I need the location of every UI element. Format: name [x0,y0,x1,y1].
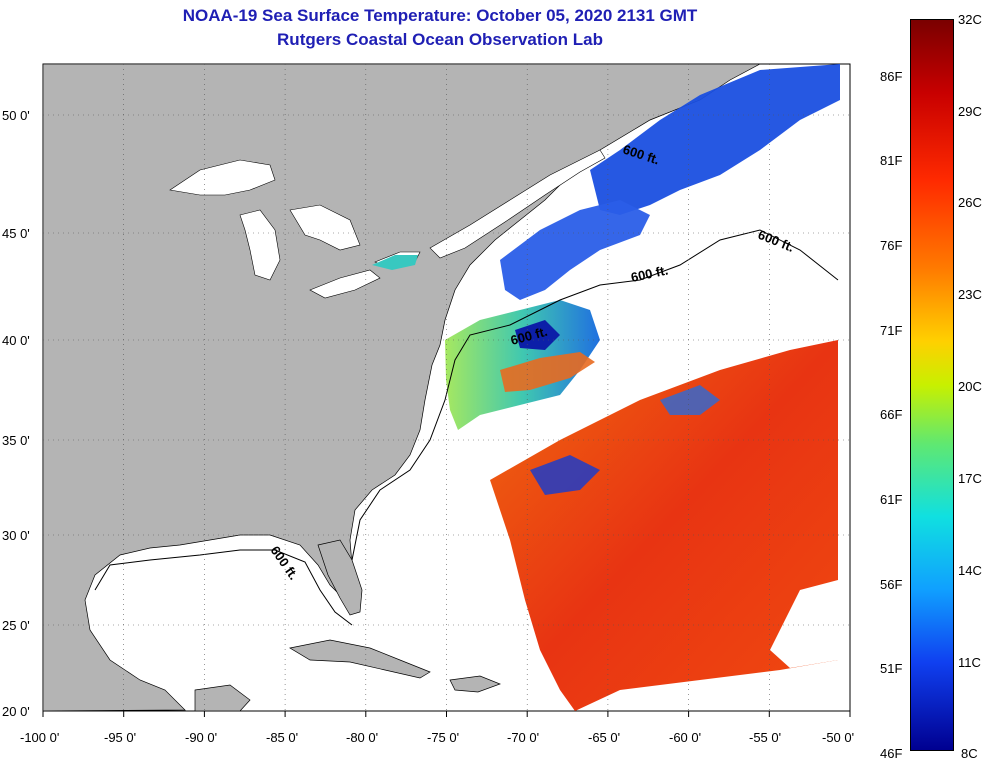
colorbar-c-label: 32C [958,12,982,27]
sst-cold-eddy-2 [660,385,720,415]
land-north-america [43,64,761,711]
lon-tick-label: -70 0' [507,730,539,745]
map-title: NOAA-19 Sea Surface Temperature: October… [182,6,698,25]
lon-tick-label: -75 0' [427,730,459,745]
colorbar-f-label: 51F [880,661,903,676]
colorbar-c-label: 14C [958,563,982,578]
colorbar-f-label: 86F [880,69,903,84]
lon-tick-label: -95 0' [104,730,136,745]
land-hispaniola [449,675,501,693]
sst-cold-eddy [530,455,600,495]
temperature-colorbar [910,19,954,751]
colorbar-c-label: 8C [961,746,978,761]
colorbar-f-label: 71F [880,323,903,338]
colorbar-f-label: 61F [880,492,903,507]
st-lawrence [429,149,606,259]
colorbar-f-label: 56F [880,577,903,592]
colorbar-f-label: 46F [880,746,903,761]
sst-patch-atlantic [490,340,838,711]
land-florida [317,539,363,616]
sst-patch-lake [372,255,418,270]
land-yucatan [194,684,251,711]
axis-ticks [42,711,851,717]
lake-superior [169,159,276,196]
land-cuba [289,639,431,679]
lat-tick-label: 35 0' [2,433,30,448]
colorbar-f-label: 81F [880,153,903,168]
colorbar-c-label: 26C [958,195,982,210]
contour-600ft-gulf [94,549,353,626]
colorbar-f-label: 66F [880,407,903,422]
colorbar-c-label: 11C [958,655,981,670]
colorbar-c-label: 29C [958,104,982,119]
lake-michigan-huron [239,204,361,281]
lat-tick-label: 20 0' [2,704,30,719]
sst-cold-spot [515,320,560,350]
lon-tick-label: -90 0' [185,730,217,745]
lat-tick-label: 40 0' [2,333,30,348]
lon-tick-label: -55 0' [749,730,781,745]
sst-cloud-gap [770,580,838,668]
lon-tick-label: -50 0' [822,730,854,745]
lon-tick-label: -65 0' [588,730,620,745]
lon-tick-label: -85 0' [266,730,298,745]
lon-tick-label: -100 0' [20,730,59,745]
colorbar-c-label: 20C [958,379,982,394]
map-subtitle: Rutgers Coastal Ocean Observation Lab [277,30,603,49]
sst-patch-north [590,64,840,215]
colorbar-f-label: 76F [880,238,903,253]
lat-tick-label: 50 0' [2,108,30,123]
lon-tick-label: -80 0' [346,730,378,745]
lon-tick-label: -60 0' [669,730,701,745]
lat-tick-label: 30 0' [2,528,30,543]
colorbar-c-label: 17C [958,471,982,486]
colorbar-c-label: 23C [958,287,982,302]
contour-600ft-east [351,229,839,561]
sst-patch-gulf-of-maine [500,200,650,300]
lat-tick-label: 25 0' [2,618,30,633]
sst-warm-streak [500,352,595,392]
lat-tick-label: 45 0' [2,226,30,241]
